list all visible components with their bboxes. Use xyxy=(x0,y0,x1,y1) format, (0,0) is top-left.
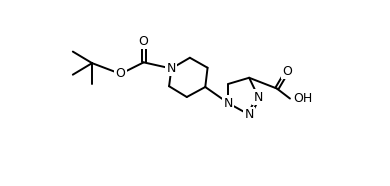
Text: N: N xyxy=(254,91,263,104)
Text: N: N xyxy=(245,108,254,121)
Text: O: O xyxy=(115,67,126,80)
Text: N: N xyxy=(167,62,176,75)
Text: OH: OH xyxy=(293,92,312,105)
Text: O: O xyxy=(139,35,149,48)
Text: N: N xyxy=(224,97,233,110)
Text: O: O xyxy=(282,65,292,78)
